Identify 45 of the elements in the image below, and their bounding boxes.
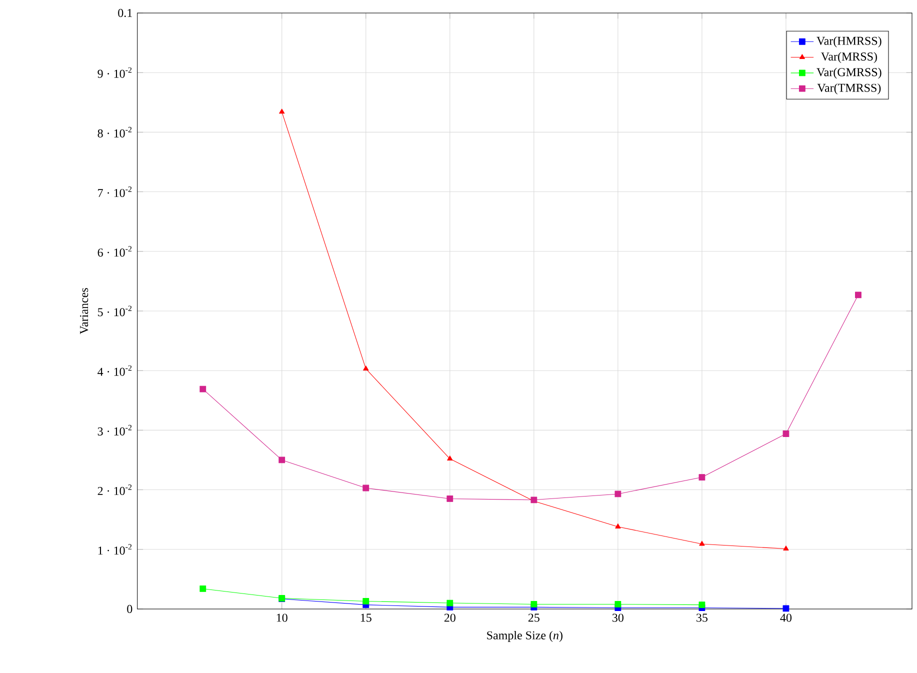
- y-tick-label: 5 · 10$^{-2}$: [98, 306, 132, 316]
- point: [362, 598, 370, 604]
- y-tick-label: 6 · 10$^{-2}$: [98, 246, 132, 257]
- point: [278, 456, 286, 464]
- point: [200, 586, 206, 592]
- point: [699, 540, 705, 546]
- legend-label: Var(HMRSS): [816, 36, 882, 48]
- point: [855, 292, 862, 298]
- legend-label: Var(MRSS): [820, 52, 877, 64]
- point: [446, 496, 454, 502]
- point: [782, 430, 790, 437]
- x-tick-label: 40: [780, 614, 792, 622]
- y-tick-label: 1 · 10$^{-2}$: [98, 544, 132, 555]
- x-tick-label: 25: [528, 614, 540, 622]
- x-tick-label: 10: [276, 614, 288, 622]
- y-tick-label: 2 · 10$^{-2}$: [98, 484, 132, 496]
- legend-label: Var(TMRSS): [817, 83, 881, 94]
- y-tick-label: 0: [127, 604, 132, 614]
- y-tick-label: 9 · 10$^{-2}$: [98, 67, 132, 78]
- x-tick-label: 15: [360, 614, 372, 622]
- point: [783, 546, 789, 551]
- x-tick-label: 35: [696, 614, 708, 622]
- y-tick-label: 3 · 10$^{-2}$: [98, 424, 132, 436]
- point: [447, 456, 453, 461]
- x-axis-title: Sample Size (n): [487, 630, 562, 642]
- legend-label: Var(GMRSS): [816, 68, 882, 79]
- y-tick-label: 7 · 10$^{-2}$: [98, 186, 132, 198]
- point: [698, 474, 706, 480]
- x-tick-label: 30: [612, 614, 624, 622]
- point: [614, 601, 622, 608]
- point: [530, 601, 538, 608]
- point: [446, 600, 454, 606]
- point: [698, 602, 706, 608]
- point: [614, 490, 622, 498]
- y-tick-label: 8 · 10$^{-2}$: [98, 126, 132, 138]
- y-tick-label: 0.1: [118, 8, 132, 18]
- point: [615, 524, 621, 528]
- point: [782, 605, 790, 612]
- point: [200, 386, 206, 392]
- x-tick-label: 20: [444, 614, 456, 622]
- point: [279, 108, 285, 114]
- point: [362, 484, 370, 492]
- y-tick-label: 4 · 10$^{-2}$: [98, 365, 132, 376]
- point: [363, 366, 369, 371]
- y-axis-title: Variances: [80, 288, 88, 334]
